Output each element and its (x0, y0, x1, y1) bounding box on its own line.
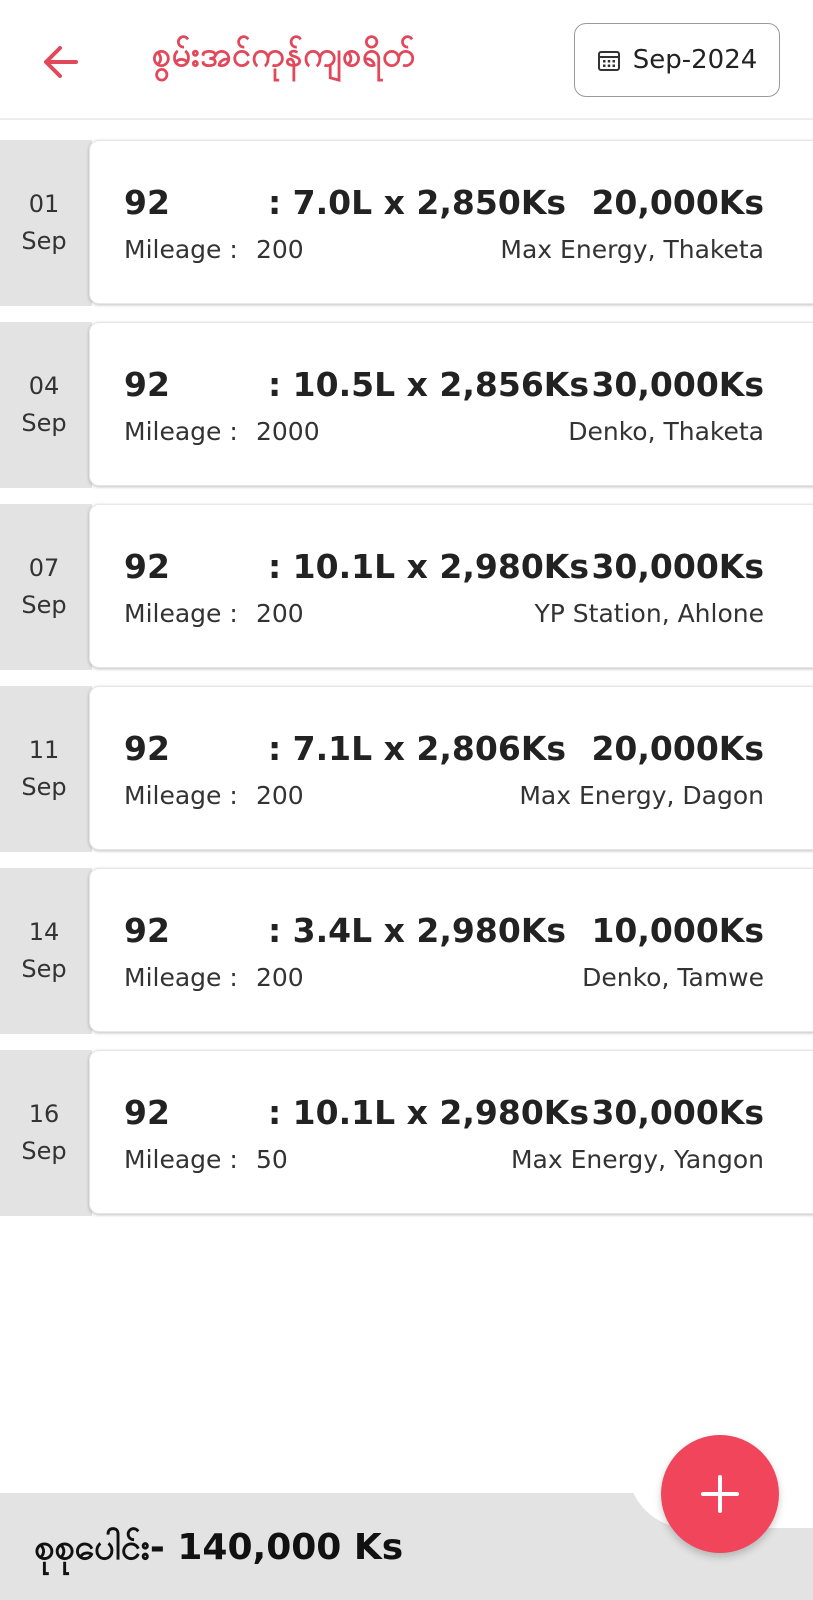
entry-amount: 30,000Ks (591, 365, 764, 404)
date-column: 16 Sep (0, 1050, 92, 1216)
arrow-left-icon (44, 46, 78, 78)
entry-day: 04 (28, 372, 60, 400)
fuel-type: 92 (124, 365, 170, 404)
entry-day: 07 (28, 554, 60, 582)
entry-card[interactable]: 92 : 10.1L x 2,980Ks 30,000Ks Mileage : … (89, 1050, 813, 1214)
list-item[interactable]: 01 Sep 92 : 7.0L x 2,850Ks 20,000Ks Mile… (0, 140, 813, 306)
mileage-label: Mileage : (124, 599, 238, 628)
fuel-type: 92 (124, 1093, 170, 1132)
list-item[interactable]: 07 Sep 92 : 10.1L x 2,980Ks 30,000Ks Mil… (0, 504, 813, 670)
entry-month: Sep (21, 591, 67, 619)
month-picker-button[interactable]: Sep-2024 (574, 23, 780, 97)
list-item[interactable]: 16 Sep 92 : 10.1L x 2,980Ks 30,000Ks Mil… (0, 1050, 813, 1216)
fuel-quantity: : 7.1L x 2,806Ks (268, 729, 567, 768)
fuel-type: 92 (124, 183, 170, 222)
date-column: 14 Sep (0, 868, 92, 1034)
expense-list: 01 Sep 92 : 7.0L x 2,850Ks 20,000Ks Mile… (0, 140, 813, 1232)
entry-day: 14 (28, 918, 60, 946)
entry-month: Sep (21, 409, 67, 437)
month-label: Sep-2024 (632, 45, 758, 75)
fuel-type: 92 (124, 729, 170, 768)
mileage-value: 200 (256, 781, 304, 810)
app-header: စွမ်းအင်ကုန်ကျစရိတ် Sep-2024 (0, 0, 813, 120)
back-button[interactable] (38, 40, 82, 84)
entry-amount: 10,000Ks (591, 911, 764, 950)
date-column: 04 Sep (0, 322, 92, 488)
entry-month: Sep (21, 227, 67, 255)
mileage-label: Mileage : (124, 1145, 238, 1174)
add-entry-button[interactable] (661, 1435, 779, 1553)
entry-amount: 20,000Ks (591, 183, 764, 222)
date-column: 01 Sep (0, 140, 92, 306)
mileage-value: 200 (256, 963, 304, 992)
calendar-icon (597, 51, 620, 71)
entry-month: Sep (21, 955, 67, 983)
entry-card[interactable]: 92 : 10.1L x 2,980Ks 30,000Ks Mileage : … (89, 504, 813, 668)
entry-amount: 20,000Ks (591, 729, 764, 768)
page-title: စွမ်းအင်ကုန်ကျစရိတ် (152, 35, 416, 75)
entry-day: 16 (28, 1100, 60, 1128)
station-name: Max Energy, Thaketa (500, 235, 764, 264)
fuel-quantity: : 3.4L x 2,980Ks (268, 911, 567, 950)
entry-card[interactable]: 92 : 3.4L x 2,980Ks 10,000Ks Mileage : 2… (89, 868, 813, 1032)
entry-amount: 30,000Ks (591, 547, 764, 586)
fuel-quantity: : 10.1L x 2,980Ks (268, 1093, 589, 1132)
plus-icon (701, 1475, 739, 1513)
entry-month: Sep (21, 1137, 67, 1165)
entry-day: 11 (28, 736, 60, 764)
fuel-quantity: : 10.1L x 2,980Ks (268, 547, 589, 586)
mileage-label: Mileage : (124, 781, 238, 810)
entry-month: Sep (21, 773, 67, 801)
station-name: Denko, Tamwe (582, 963, 764, 992)
fuel-quantity: : 7.0L x 2,850Ks (268, 183, 567, 222)
fuel-type: 92 (124, 911, 170, 950)
station-name: YP Station, Ahlone (534, 599, 764, 628)
mileage-value: 2000 (256, 417, 320, 446)
mileage-label: Mileage : (124, 235, 238, 264)
mileage-label: Mileage : (124, 963, 238, 992)
date-column: 07 Sep (0, 504, 92, 670)
list-item[interactable]: 04 Sep 92 : 10.5L x 2,856Ks 30,000Ks Mil… (0, 322, 813, 488)
fuel-type: 92 (124, 547, 170, 586)
station-name: Max Energy, Dagon (519, 781, 764, 810)
station-name: Max Energy, Yangon (510, 1145, 764, 1174)
entry-card[interactable]: 92 : 7.1L x 2,806Ks 20,000Ks Mileage : 2… (89, 686, 813, 850)
entry-card[interactable]: 92 : 7.0L x 2,850Ks 20,000Ks Mileage : 2… (89, 140, 813, 304)
mileage-value: 200 (256, 235, 304, 264)
list-item[interactable]: 11 Sep 92 : 7.1L x 2,806Ks 20,000Ks Mile… (0, 686, 813, 852)
mileage-value: 50 (256, 1145, 288, 1174)
entry-day: 01 (28, 190, 60, 218)
station-name: Denko, Thaketa (568, 417, 764, 446)
mileage-value: 200 (256, 599, 304, 628)
date-column: 11 Sep (0, 686, 92, 852)
list-item[interactable]: 14 Sep 92 : 3.4L x 2,980Ks 10,000Ks Mile… (0, 868, 813, 1034)
fuel-quantity: : 10.5L x 2,856Ks (268, 365, 589, 404)
mileage-label: Mileage : (124, 417, 238, 446)
total-amount: စုစုပေါင်း- 140,000 Ks (34, 1527, 404, 1568)
entry-card[interactable]: 92 : 10.5L x 2,856Ks 30,000Ks Mileage : … (89, 322, 813, 486)
entry-amount: 30,000Ks (591, 1093, 764, 1132)
